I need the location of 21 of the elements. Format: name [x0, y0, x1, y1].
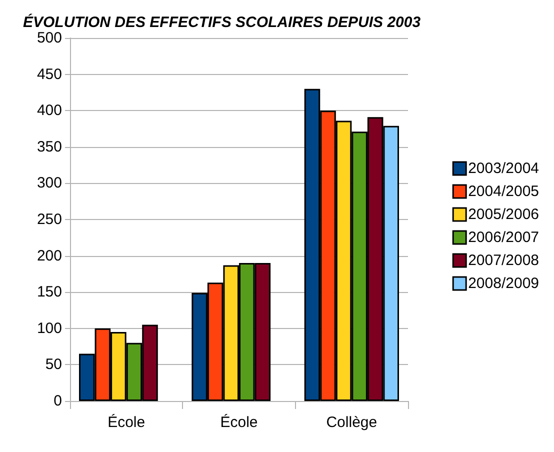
y-tick-label: 500 [36, 30, 62, 46]
y-tick-label: 150 [36, 284, 62, 301]
x-tick-label: École [108, 413, 146, 431]
y-tick-label: 100 [36, 320, 62, 337]
x-tick-label: École [220, 413, 258, 431]
x-tick-label: Collège [326, 414, 378, 431]
legend-label: 2003/2004 [468, 160, 539, 177]
y-tick-label: 300 [36, 174, 62, 192]
legend-label: 2004/2005 [468, 183, 539, 200]
y-tick-label: 350 [36, 138, 62, 156]
chart-title: ÉVOLUTION DES EFFECTIFS SCOLAIRES DEPUIS 2003 [23, 13, 422, 31]
legend-label: 2006/2007 [468, 229, 539, 246]
y-tick-label: 200 [36, 247, 62, 264]
y-tick-label: 450 [36, 66, 62, 83]
legend-label: 2007/2008 [468, 252, 539, 269]
y-tick-label: 400 [36, 102, 62, 120]
y-tick-label: 0 [54, 392, 62, 410]
y-tick-label: 50 [45, 356, 62, 374]
legend-label: 2005/2006 [468, 206, 539, 223]
legend-label: 2008/2009 [468, 275, 539, 292]
y-tick-label: 250 [36, 211, 62, 228]
